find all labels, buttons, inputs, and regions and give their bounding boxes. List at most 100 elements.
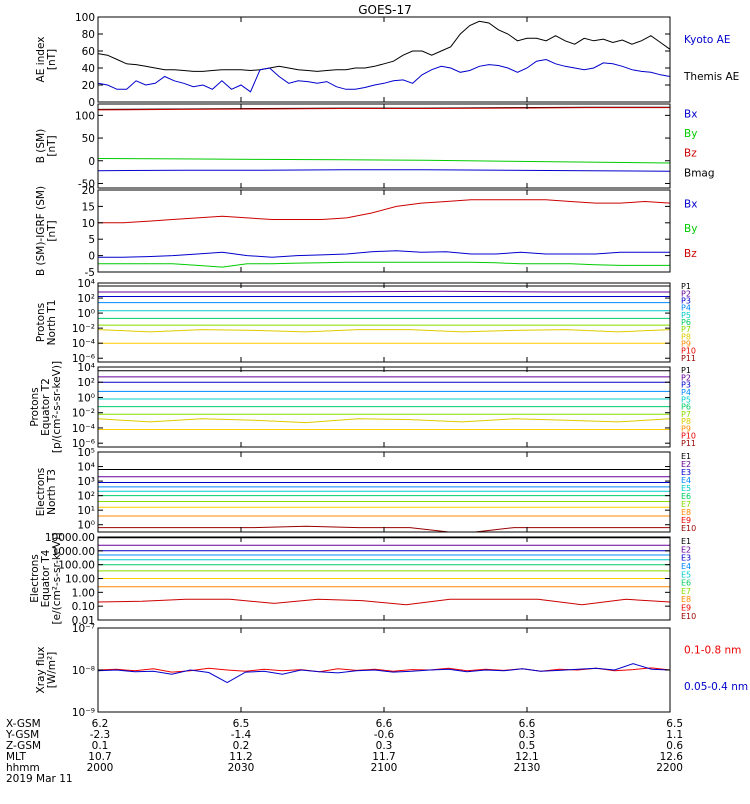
y-tick-label: 10000.00 bbox=[45, 532, 95, 544]
ephemeris-value: 1.1 bbox=[666, 729, 683, 741]
legend-entry: P9 bbox=[681, 340, 691, 349]
legend-entry: P3 bbox=[681, 381, 691, 390]
panel-frame bbox=[97, 451, 671, 533]
y-tick-label: 0.10 bbox=[72, 601, 95, 613]
ephemeris-value: 0.5 bbox=[519, 740, 536, 752]
y-tick-label: 10² bbox=[77, 491, 95, 503]
legend-entry: E9 bbox=[681, 516, 691, 525]
y-tick-label: 5 bbox=[88, 234, 95, 246]
legend-entry: P4 bbox=[681, 304, 691, 313]
y-tick-label: 10⁻⁹ bbox=[72, 707, 95, 719]
legend-entry: P2 bbox=[681, 373, 691, 382]
legend-entry: Themis AE bbox=[683, 71, 739, 83]
legend-entry: E5 bbox=[681, 570, 691, 579]
y-tick-label: 10⁰ bbox=[77, 520, 95, 532]
panel-frame bbox=[97, 16, 671, 103]
y-tick-label: 10 bbox=[82, 218, 95, 230]
legend-entry: E3 bbox=[681, 554, 691, 563]
ephemeris-value: 2030 bbox=[228, 762, 255, 774]
legend-entry: Kyoto AE bbox=[684, 34, 730, 46]
y-axis-label: [p/(cm²-s-sr-keV)] bbox=[51, 361, 63, 453]
panel-frame bbox=[97, 282, 671, 363]
ephemeris-value: -2.3 bbox=[90, 729, 111, 741]
panel-xray: 10⁻⁷ 10⁻⁸ 10⁻⁹ Xray flux [W/m²] 0.1-0.8 nm 0.0… bbox=[35, 623, 748, 719]
y-tick-label: 10⁻⁷ bbox=[72, 623, 95, 635]
legend-entry: P5 bbox=[681, 311, 691, 320]
legend-entry: Bz bbox=[684, 148, 697, 160]
legend-entry: E6 bbox=[681, 492, 691, 501]
y-axis-label: North T1 bbox=[46, 300, 58, 346]
series-group bbox=[98, 199, 670, 268]
legend-entry: Bz bbox=[684, 248, 697, 260]
y-tick-label: 10⁻⁸ bbox=[72, 665, 95, 677]
y-tick-label: 10⁴ bbox=[77, 278, 95, 290]
y-tick-label: 10² bbox=[77, 293, 95, 305]
y-tick-label: 10⁻² bbox=[72, 408, 95, 420]
legend-entry: E7 bbox=[681, 500, 691, 509]
series-group bbox=[98, 106, 670, 172]
y-axis-label: AE index bbox=[35, 37, 47, 83]
ephemeris-label: hhmm bbox=[6, 762, 40, 774]
legend-entry: P4 bbox=[681, 388, 691, 397]
y-axis-label: Equator T4 bbox=[40, 549, 52, 607]
series-p8 bbox=[98, 418, 670, 424]
ephemeris-value: 6.2 bbox=[92, 718, 109, 730]
series-group bbox=[98, 537, 670, 606]
ephemeris-value: 0.6 bbox=[666, 740, 683, 752]
y-tick-label: 80 bbox=[82, 29, 95, 41]
ephemeris-value: 2130 bbox=[514, 762, 541, 774]
legend-entry: P7 bbox=[681, 325, 691, 334]
y-axis-label: Protons bbox=[29, 387, 41, 426]
legend-entry: P6 bbox=[681, 403, 691, 412]
legend-entry: P11 bbox=[681, 354, 696, 363]
panel-ee: 10000.00 1000.00 100.00 10.001.00 0.10 0.01 El… bbox=[29, 532, 696, 627]
legend-entry: P10 bbox=[681, 347, 696, 356]
y-tick-label: -50 bbox=[78, 178, 95, 190]
y-tick-label: 10⁻⁴ bbox=[72, 338, 95, 350]
series-by bbox=[98, 261, 670, 268]
legend-entry: Bx bbox=[684, 109, 697, 121]
y-tick-label: 0 bbox=[88, 251, 95, 263]
legend-entry: E10 bbox=[681, 612, 696, 621]
legend-entry: E2 bbox=[681, 545, 691, 554]
y-tick-label: 20 bbox=[82, 80, 95, 92]
y-axis-label: Electrons bbox=[35, 468, 47, 517]
ephemeris-value: 6.6 bbox=[519, 718, 536, 730]
legend-entry: P3 bbox=[681, 296, 691, 305]
panel-bigrf: -5 0 5 10 15 20 B (SM)-IGRF (SM) [nT] Bx By Bz bbox=[35, 185, 697, 279]
y-axis-label: [nT] bbox=[46, 135, 58, 156]
legend-entry: By bbox=[684, 223, 697, 235]
legend-entry: P5 bbox=[681, 395, 691, 404]
legend-entry: P8 bbox=[681, 332, 691, 341]
ephemeris-value: 2000 bbox=[87, 762, 114, 774]
legend-entry: E1 bbox=[681, 452, 691, 461]
series-group bbox=[98, 370, 670, 430]
y-axis-label: Equator T2 bbox=[40, 378, 52, 436]
series-bx bbox=[98, 169, 670, 172]
y-tick-label: 40 bbox=[82, 63, 95, 75]
y-tick-label: -5 bbox=[85, 267, 95, 279]
legend-entry: E1 bbox=[681, 537, 691, 546]
y-tick-label: 60 bbox=[82, 46, 95, 58]
y-axis-label: Protons bbox=[35, 303, 47, 342]
legend-entry: P1 bbox=[681, 366, 691, 375]
legend-entry: E8 bbox=[681, 595, 691, 604]
series-bz bbox=[98, 199, 670, 224]
ephemeris-value: -1.4 bbox=[231, 729, 252, 741]
y-tick-label: 10⁰ bbox=[77, 392, 95, 404]
y-tick-label: 1000.00 bbox=[52, 546, 95, 558]
y-axis-label: Electrons bbox=[29, 554, 41, 603]
y-tick-label: 10.00 bbox=[65, 574, 95, 586]
series-0-05-0-4-nm bbox=[98, 663, 670, 684]
y-tick-label: 50 bbox=[82, 133, 95, 145]
ephemeris-value: 11.2 bbox=[229, 751, 252, 763]
legend-entry: P1 bbox=[681, 282, 691, 291]
y-tick-label: 0 bbox=[88, 156, 95, 168]
legend-entry: E7 bbox=[681, 587, 691, 596]
y-tick-label: 10⁻⁴ bbox=[72, 423, 95, 435]
y-tick-label: 1.00 bbox=[72, 587, 95, 599]
y-axis-label: B (SM)-IGRF (SM) bbox=[35, 186, 47, 276]
